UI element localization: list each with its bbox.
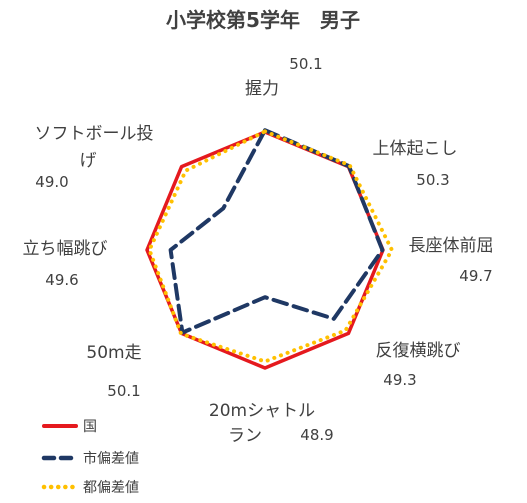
axis-label-layer: 握力 50.1 上体起こし 50.3 長座体前屈 49.7 反復横跳び 49.3 20mシャトル… [23,55,494,446]
axis-value-2: 49.7 [459,267,492,285]
chart-title: 小学校第5学年 男子 [166,8,360,32]
axis-label-5: 50m走 [86,343,141,363]
axis-label-7-line-0: ソフトボール投 [35,124,154,144]
series-line-2 [147,129,394,364]
axis-label-2: 長座体前屈 [409,236,494,256]
axis-value-0: 50.1 [289,55,322,73]
series-line-0 [145,130,385,370]
axis-label-6: 立ち幅跳び [23,239,108,259]
axis-value-5: 50.1 [107,382,140,400]
legend-label-1: 市偏差値 [83,450,139,467]
axis-value-7: 49.0 [35,173,68,191]
axis-value-6: 49.6 [45,271,78,289]
axis-label-4-line-1: ラン [228,426,262,446]
legend-label-2: 都偏差値 [83,480,139,496]
axis-label-3: 反復横跳び [376,341,461,361]
axis-value-3: 49.3 [383,371,416,389]
axis-label-1: 上体起こし [373,139,458,159]
legend-label-0: 国 [83,419,97,435]
axis-label-0: 握力 [245,79,279,99]
axis-value-1: 50.3 [416,171,449,189]
axis-label-7-line-1: げ [80,151,97,171]
series-layer [145,128,394,370]
axis-label-4-line-0: 20mシャトル [209,401,315,421]
series-line-1 [168,128,385,335]
axis-value-4: 48.9 [300,426,333,444]
